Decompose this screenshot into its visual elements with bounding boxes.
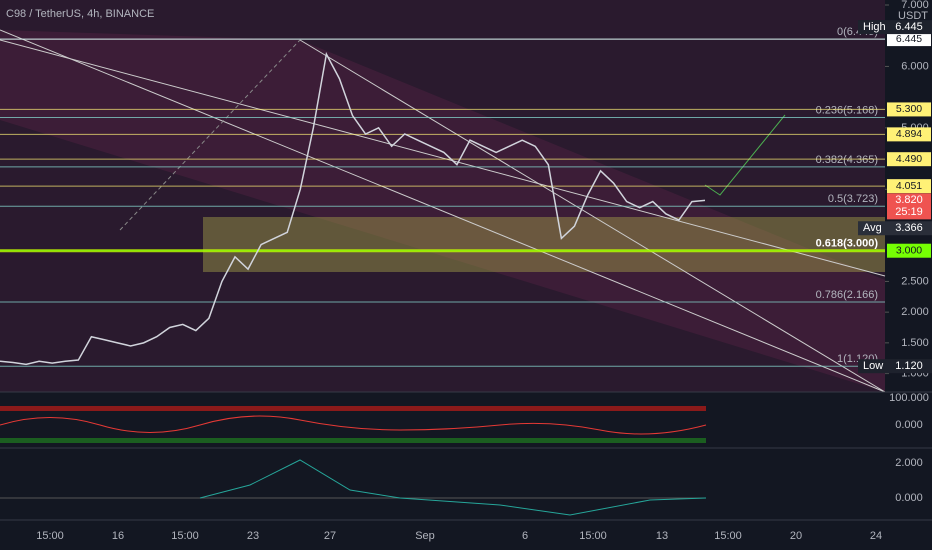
fib-label: 0.618(3.000) xyxy=(816,238,879,250)
zone xyxy=(203,217,885,272)
indicator-tick: 0.000 xyxy=(895,492,923,504)
price-tag-box xyxy=(887,152,931,167)
price-tag-box xyxy=(887,179,931,194)
high-name: High xyxy=(863,21,886,33)
high-value: 6.445 xyxy=(895,21,923,33)
x-tick-label: Sep xyxy=(415,530,435,542)
indicator-tick: 2.000 xyxy=(895,457,923,469)
avg-box xyxy=(858,221,932,236)
price-tag: 3.000 xyxy=(896,244,922,256)
avg-name: Avg xyxy=(863,222,882,234)
y-tick-label: 2.000 xyxy=(901,306,929,318)
low-value: 1.120 xyxy=(895,360,923,372)
x-tick-label: 15:00 xyxy=(36,530,64,542)
last-price: 3.820 xyxy=(895,194,923,206)
price-tag-box xyxy=(887,243,931,258)
y-tick-label: 7.000 xyxy=(901,0,929,11)
countdown: 25:19 xyxy=(895,206,923,218)
trend-line xyxy=(299,39,886,393)
price-tag-box xyxy=(887,127,931,142)
x-tick-label: 15:00 xyxy=(171,530,199,542)
indicator-tick: 100.000 xyxy=(889,392,929,404)
price-line xyxy=(0,51,706,366)
fib-label: 0.5(3.723) xyxy=(828,193,878,205)
price-tag-box xyxy=(887,102,931,117)
projection xyxy=(704,114,786,196)
y-tick-label: 1.500 xyxy=(901,337,929,349)
x-tick-label: 23 xyxy=(247,530,259,542)
fib-label: 0.382(4.365) xyxy=(816,154,878,166)
osc-band xyxy=(0,438,706,443)
trend-line xyxy=(0,39,886,277)
title: C98 / TetherUS, 4h, BINANCE xyxy=(6,8,154,20)
price-tag: 5.300 xyxy=(896,103,922,115)
dashed-line xyxy=(119,39,301,231)
x-tick-label: 24 xyxy=(870,530,882,542)
price-tag-box xyxy=(887,32,931,47)
x-tick-label: 20 xyxy=(790,530,802,542)
indicator-tick: 0.000 xyxy=(895,419,923,431)
x-tick-label: 6 xyxy=(522,530,528,542)
currency: USDT xyxy=(898,10,928,22)
price-tag: 4.051 xyxy=(896,180,922,192)
y-tick-label: 6.000 xyxy=(901,60,929,72)
price-tag: 4.894 xyxy=(896,128,922,140)
histogram xyxy=(199,459,707,516)
avg-value: 3.366 xyxy=(895,222,923,234)
trend-line xyxy=(0,29,886,393)
fib-label: 0.236(5.168) xyxy=(816,104,878,116)
high-box xyxy=(858,20,932,35)
last-box xyxy=(887,193,931,220)
x-tick-label: 16 xyxy=(112,530,124,542)
oscillator xyxy=(0,415,707,435)
low-name: Low xyxy=(863,360,883,372)
y-tick-label: 2.500 xyxy=(901,275,929,287)
price-tag: 6.445 xyxy=(896,33,922,45)
osc-band xyxy=(0,406,706,411)
x-tick-label: 15:00 xyxy=(714,530,742,542)
low-box xyxy=(858,359,932,374)
x-tick-label: 15:00 xyxy=(579,530,607,542)
x-tick-label: 13 xyxy=(656,530,668,542)
fib-label: 0.786(2.166) xyxy=(816,289,878,301)
x-tick-label: 27 xyxy=(324,530,336,542)
price-tag: 4.490 xyxy=(896,153,922,165)
